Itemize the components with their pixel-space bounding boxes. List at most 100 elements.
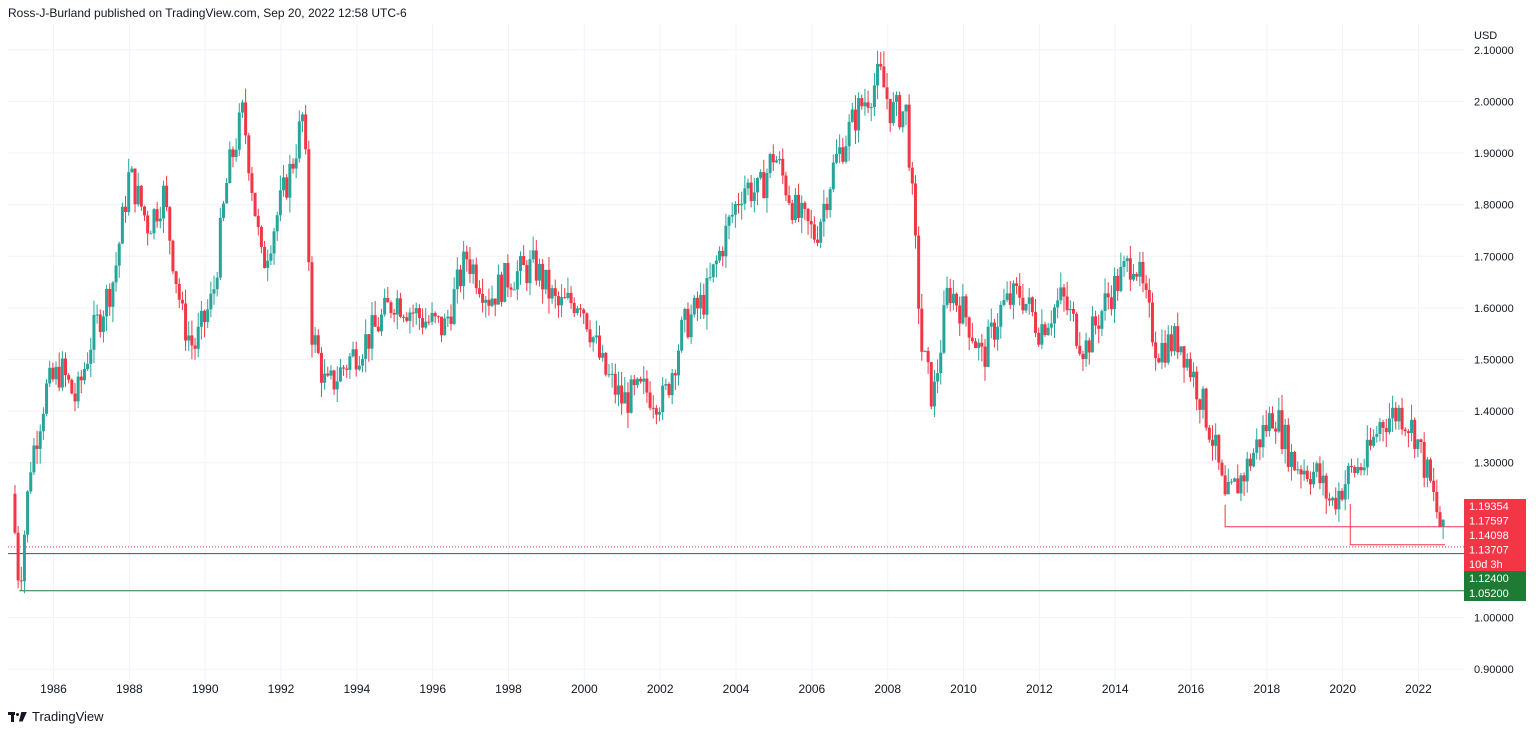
candle-up — [408, 312, 412, 321]
candle-up — [446, 316, 450, 319]
candle-down — [319, 352, 323, 383]
candle-up — [370, 315, 374, 349]
candle-up — [1122, 261, 1126, 267]
candle-down — [509, 287, 513, 290]
candle-down — [721, 250, 725, 257]
candle-down — [654, 408, 658, 415]
candle-up — [95, 314, 99, 316]
candle-down — [133, 168, 137, 205]
candle-down — [809, 221, 813, 225]
candle-down — [1236, 478, 1240, 494]
candle-down — [992, 322, 996, 340]
candle-down — [73, 393, 77, 402]
candle-up — [746, 182, 750, 189]
candle-up — [996, 326, 1000, 340]
candle-up — [149, 233, 153, 235]
candle-up — [196, 326, 200, 349]
y-tick-label: 2.00000 — [1474, 96, 1514, 108]
candle-down — [983, 346, 987, 367]
resistance-line — [1349, 504, 1446, 546]
candle-up — [724, 225, 728, 257]
candle-down — [667, 384, 671, 396]
candle-down — [1008, 293, 1012, 305]
candle-up — [275, 215, 279, 232]
candle-up — [130, 168, 134, 173]
candle-up — [1024, 303, 1028, 311]
candle-up — [1173, 326, 1177, 352]
candle-up — [942, 305, 946, 353]
candle-up — [891, 101, 895, 124]
candle-down — [1340, 490, 1344, 500]
candle-down — [79, 376, 83, 381]
candle-down — [1429, 459, 1433, 481]
x-tick-label: 2014 — [1102, 682, 1129, 696]
candle-up — [1378, 422, 1382, 434]
candle-up — [1337, 490, 1341, 510]
candle-up — [357, 365, 361, 370]
candle-up — [708, 277, 712, 279]
candle-up — [471, 264, 475, 274]
candle-up — [1002, 300, 1006, 305]
candle-down — [737, 203, 741, 206]
candle-up — [187, 335, 191, 341]
candle-up — [759, 172, 763, 178]
candle-up — [544, 269, 548, 290]
candle-down — [534, 250, 538, 281]
candle-up — [642, 378, 646, 382]
price-label-box — [1464, 557, 1526, 572]
candle-up — [120, 206, 124, 244]
y-tick-label: 0.90000 — [1474, 664, 1514, 676]
x-tick-label: 2018 — [1253, 682, 1280, 696]
candle-down — [879, 63, 883, 67]
price-chart[interactable]: 2.10000 2.00000 1.90000 1.80000 1.70000 1.600… — [0, 0, 1536, 705]
candle-up — [560, 297, 564, 306]
price-label: 1.19354 — [1469, 501, 1509, 513]
candle-down — [639, 378, 643, 382]
candle-down — [458, 269, 462, 287]
candle-down — [907, 104, 911, 168]
candle-down — [980, 342, 984, 347]
candle-down — [1359, 467, 1363, 471]
candle-up — [1362, 467, 1366, 471]
candle-down — [13, 493, 17, 533]
candle-up — [765, 173, 769, 199]
candle-up — [364, 334, 368, 359]
candle-up — [936, 373, 940, 382]
candle-down — [35, 445, 39, 449]
candle-down — [389, 302, 393, 313]
candle-down — [885, 87, 889, 100]
candle-down — [1438, 512, 1442, 527]
candle-down — [402, 316, 406, 318]
candle-down — [964, 296, 968, 318]
price-label: 1.14098 — [1469, 530, 1509, 542]
candle-down — [386, 297, 390, 303]
candle-down — [405, 317, 409, 321]
candle-down — [51, 367, 55, 380]
candle-down — [958, 305, 962, 324]
candle-down — [1419, 439, 1423, 443]
candle-up — [755, 177, 759, 193]
candle-up — [1201, 388, 1205, 410]
price-label: 1.12400 — [1469, 573, 1509, 585]
candle-up — [1214, 434, 1218, 446]
candle-down — [1400, 407, 1404, 430]
candle-up — [294, 158, 298, 169]
candle-down — [1264, 425, 1268, 432]
candle-up — [689, 314, 693, 338]
candle-up — [272, 231, 276, 254]
candle-up — [1027, 297, 1031, 304]
candle-down — [253, 193, 257, 216]
candle-down — [316, 335, 320, 353]
price-label-box — [1464, 586, 1526, 601]
candle-down — [541, 263, 545, 290]
candle-down — [108, 288, 112, 307]
candle-up — [831, 162, 835, 190]
candle-down — [556, 295, 560, 306]
candle-up — [793, 194, 797, 221]
candle-up — [1226, 481, 1230, 495]
candle-up — [351, 349, 355, 357]
candle-down — [1043, 324, 1047, 335]
candle-down — [155, 209, 159, 222]
candle-up — [496, 274, 500, 305]
candle-up — [515, 271, 519, 290]
